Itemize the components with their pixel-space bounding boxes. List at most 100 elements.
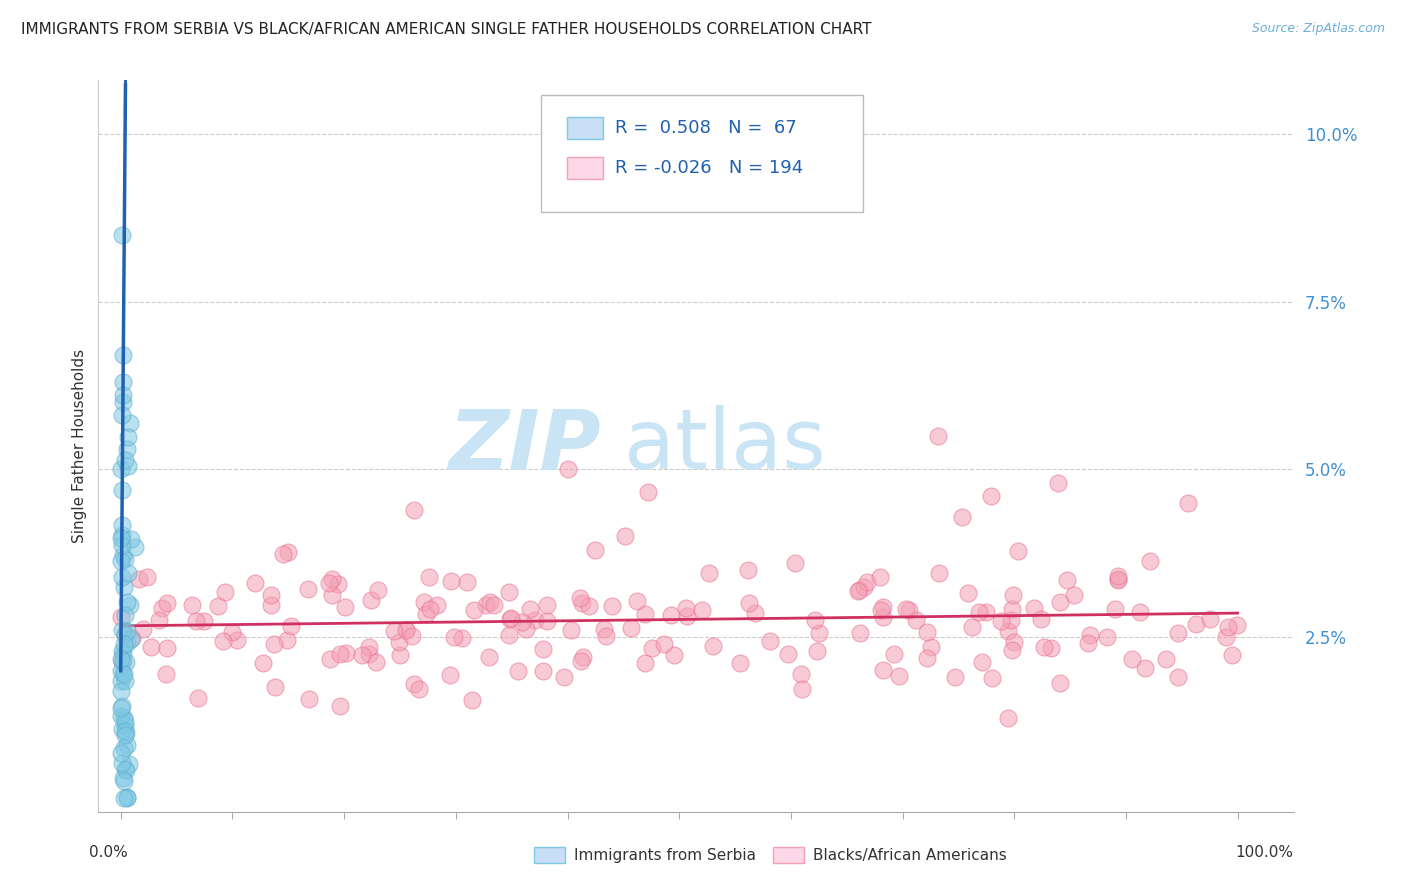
Point: [783, 556, 806, 570]
Point: [111, 666, 134, 681]
Point: [613, 529, 636, 543]
Point: [897, 603, 920, 617]
Point: [298, 691, 321, 706]
Point: [737, 563, 759, 577]
Text: 100.0%: 100.0%: [1236, 845, 1294, 860]
Point: [214, 584, 236, 599]
Point: [357, 640, 380, 654]
Point: [110, 700, 132, 714]
Point: [155, 667, 177, 681]
Text: Source: ZipAtlas.com: Source: ZipAtlas.com: [1251, 22, 1385, 36]
Point: [848, 625, 870, 640]
Point: [425, 598, 447, 612]
Point: [1097, 630, 1119, 644]
Point: [872, 663, 894, 677]
Point: [128, 573, 150, 587]
Point: [1185, 617, 1208, 632]
Point: [758, 634, 780, 648]
Point: [114, 627, 136, 641]
Point: [114, 453, 136, 467]
Point: [329, 698, 352, 713]
Point: [569, 654, 592, 668]
Point: [463, 603, 485, 617]
Point: [111, 518, 134, 533]
Point: [111, 409, 134, 423]
Point: [915, 651, 938, 665]
Point: [896, 602, 918, 616]
Point: [972, 655, 994, 669]
Point: [114, 673, 136, 688]
Point: [114, 718, 136, 732]
Point: [1135, 661, 1157, 675]
Point: [260, 598, 283, 612]
Point: [690, 603, 713, 617]
Point: [980, 489, 1002, 503]
Point: [1029, 612, 1052, 626]
Point: [1167, 670, 1189, 684]
Point: [120, 532, 142, 546]
Point: [367, 582, 389, 597]
Point: [120, 632, 142, 646]
Point: [846, 584, 869, 599]
Point: [967, 605, 990, 619]
Point: [117, 430, 139, 444]
Point: [148, 613, 170, 627]
Point: [852, 580, 875, 594]
Point: [112, 667, 135, 681]
Point: [533, 642, 555, 657]
Point: [1107, 573, 1129, 587]
Point: [415, 607, 437, 621]
Point: [578, 599, 600, 613]
Point: [484, 598, 506, 612]
Point: [111, 699, 134, 714]
Point: [1139, 554, 1161, 568]
Point: [498, 627, 520, 641]
Point: [111, 569, 134, 583]
Point: [915, 625, 938, 640]
Point: [675, 601, 697, 615]
Point: [1032, 640, 1054, 655]
Point: [111, 538, 134, 552]
Point: [357, 648, 380, 662]
Point: [121, 632, 143, 646]
Point: [112, 773, 135, 788]
Point: [115, 738, 138, 752]
Point: [321, 572, 343, 586]
Point: [226, 632, 249, 647]
Point: [1022, 601, 1045, 615]
Point: [499, 612, 522, 626]
Point: [115, 790, 138, 805]
Point: [132, 622, 155, 636]
Point: [1046, 475, 1069, 490]
Point: [118, 416, 141, 430]
Point: [506, 664, 529, 678]
Point: [1167, 626, 1189, 640]
Point: [1226, 618, 1249, 632]
Text: R = -0.026   N = 194: R = -0.026 N = 194: [614, 159, 803, 177]
Point: [778, 647, 800, 661]
Point: [676, 609, 699, 624]
Point: [1177, 496, 1199, 510]
Point: [111, 722, 134, 736]
Text: 0.0%: 0.0%: [89, 845, 128, 860]
Point: [111, 227, 134, 242]
Point: [1001, 588, 1024, 602]
Point: [115, 636, 138, 650]
Point: [110, 708, 132, 723]
Point: [112, 791, 135, 805]
Point: [360, 593, 382, 607]
Point: [1039, 640, 1062, 655]
Point: [1199, 613, 1222, 627]
Point: [883, 648, 905, 662]
Point: [263, 680, 285, 694]
Point: [804, 613, 827, 627]
Point: [252, 656, 274, 670]
Point: [212, 634, 235, 648]
Point: [855, 574, 877, 589]
Point: [114, 762, 136, 776]
Point: [592, 622, 614, 636]
Point: [1063, 588, 1085, 602]
Point: [335, 599, 357, 614]
Point: [260, 588, 283, 602]
Point: [661, 607, 683, 622]
